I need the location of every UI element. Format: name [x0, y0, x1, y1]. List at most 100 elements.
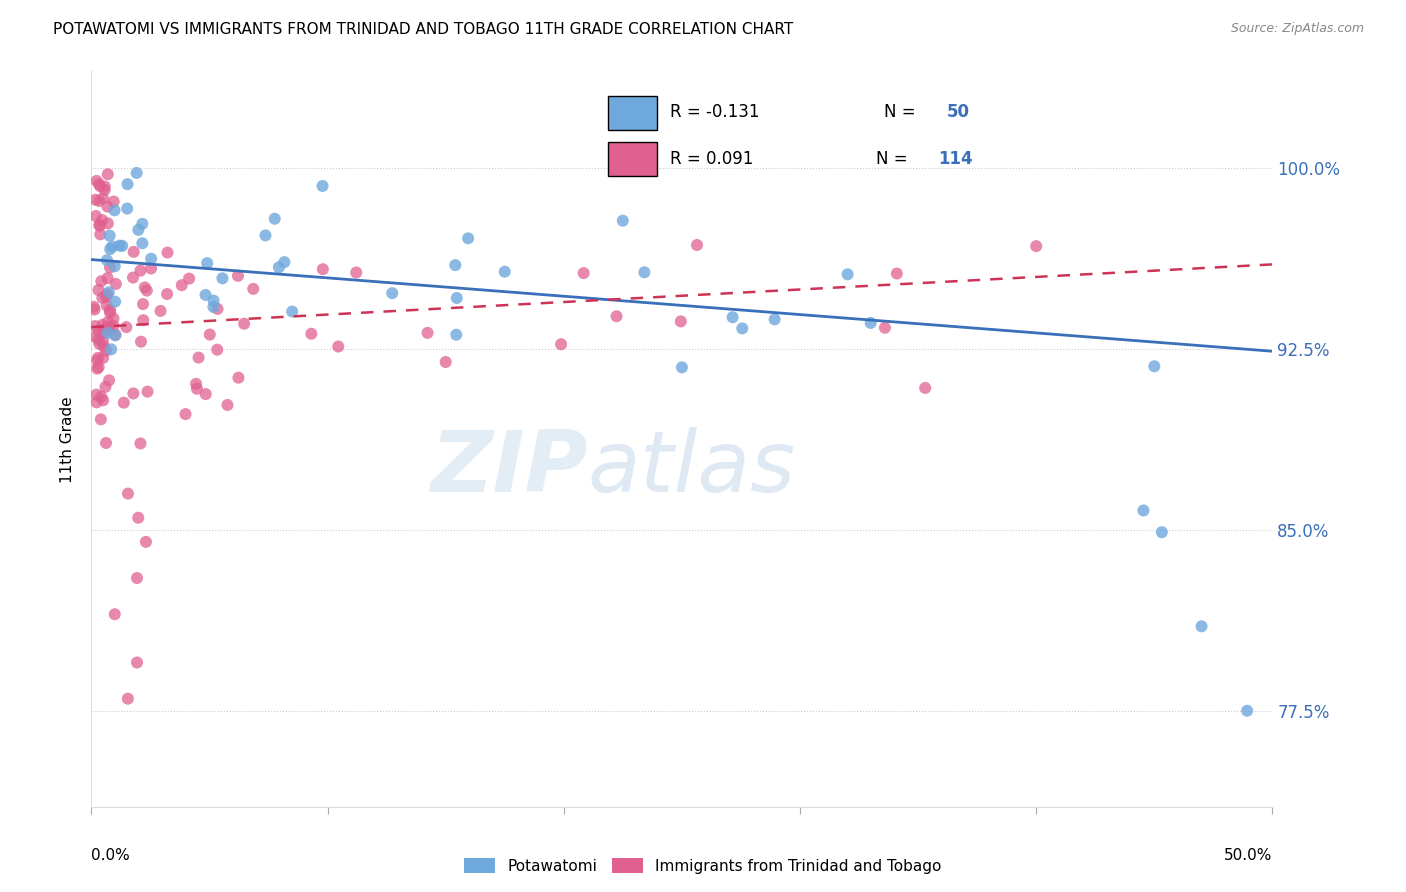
Point [134, 280, 156, 294]
Point [179, 271, 201, 285]
Point [117, 177, 139, 191]
Point [572, 266, 595, 280]
Point [606, 310, 628, 324]
Point [96, 299, 118, 313]
Point [98, 242, 121, 256]
Point [135, 534, 157, 549]
Point [97, 216, 120, 230]
Point [89, 336, 111, 351]
Point [97, 285, 120, 300]
Point [97, 315, 120, 329]
Point [194, 288, 217, 302]
Point [97, 167, 120, 181]
Point [135, 284, 157, 298]
Point [1150, 525, 1173, 540]
Point [198, 327, 221, 342]
Point [228, 370, 250, 384]
Point [91, 191, 114, 205]
Point [202, 300, 225, 314]
Point [837, 268, 859, 282]
Point [131, 217, 153, 231]
Point [721, 310, 744, 325]
Point [914, 381, 936, 395]
Point [187, 351, 209, 365]
Point [91, 351, 114, 365]
Point [457, 231, 479, 245]
Point [446, 327, 468, 342]
Point [98, 306, 121, 320]
Point [100, 343, 122, 357]
Point [108, 238, 131, 252]
Point [87, 351, 110, 365]
Point [312, 262, 335, 277]
Point [97, 319, 120, 334]
Point [86, 395, 108, 409]
Point [195, 256, 218, 270]
Point [98, 260, 121, 275]
Point [93, 183, 115, 197]
Point [101, 239, 124, 253]
Point [87, 194, 110, 208]
Point [1143, 359, 1166, 374]
Point [184, 376, 207, 391]
Point [103, 318, 125, 333]
Point [129, 263, 152, 277]
Point [122, 270, 145, 285]
Point [86, 174, 108, 188]
Point [87, 177, 110, 191]
Point [91, 318, 114, 332]
Point [139, 252, 162, 266]
Point [132, 313, 155, 327]
Point [89, 219, 111, 233]
Point [117, 486, 139, 500]
Point [1236, 704, 1258, 718]
Point [90, 390, 112, 404]
Point [1132, 503, 1154, 517]
Point [763, 312, 786, 326]
Point [104, 260, 127, 274]
Point [91, 393, 114, 408]
Point [97, 326, 120, 340]
Point [90, 274, 112, 288]
Point [112, 395, 135, 409]
Point [731, 321, 754, 335]
Point [434, 355, 457, 369]
Point [87, 324, 110, 338]
Point [194, 387, 217, 401]
Point [89, 218, 111, 232]
Point [202, 293, 225, 308]
Point [115, 202, 138, 216]
Point [886, 267, 908, 281]
Text: Source: ZipAtlas.com: Source: ZipAtlas.com [1230, 22, 1364, 36]
Point [98, 228, 121, 243]
Text: ZIP: ZIP [430, 427, 588, 510]
Point [211, 271, 233, 285]
Point [686, 238, 709, 252]
Point [633, 265, 655, 279]
Legend: Potawatomi, Immigrants from Trinidad and Tobago: Potawatomi, Immigrants from Trinidad and… [458, 852, 948, 880]
Point [98, 303, 121, 318]
Point [96, 287, 118, 301]
Point [84, 193, 107, 207]
Point [494, 265, 516, 279]
Point [117, 691, 139, 706]
Point [91, 213, 114, 227]
Point [96, 200, 118, 214]
Point [156, 245, 179, 260]
Point [186, 382, 208, 396]
Point [122, 244, 145, 259]
Point [87, 333, 110, 347]
Point [207, 343, 229, 357]
Point [91, 326, 114, 340]
Point [94, 179, 117, 194]
Point [115, 320, 138, 334]
Point [122, 386, 145, 401]
Point [139, 261, 162, 276]
Point [86, 361, 108, 376]
Point [132, 297, 155, 311]
Point [127, 223, 149, 237]
Point [86, 353, 108, 368]
Point [125, 656, 148, 670]
Point [91, 322, 114, 336]
Point [149, 304, 172, 318]
